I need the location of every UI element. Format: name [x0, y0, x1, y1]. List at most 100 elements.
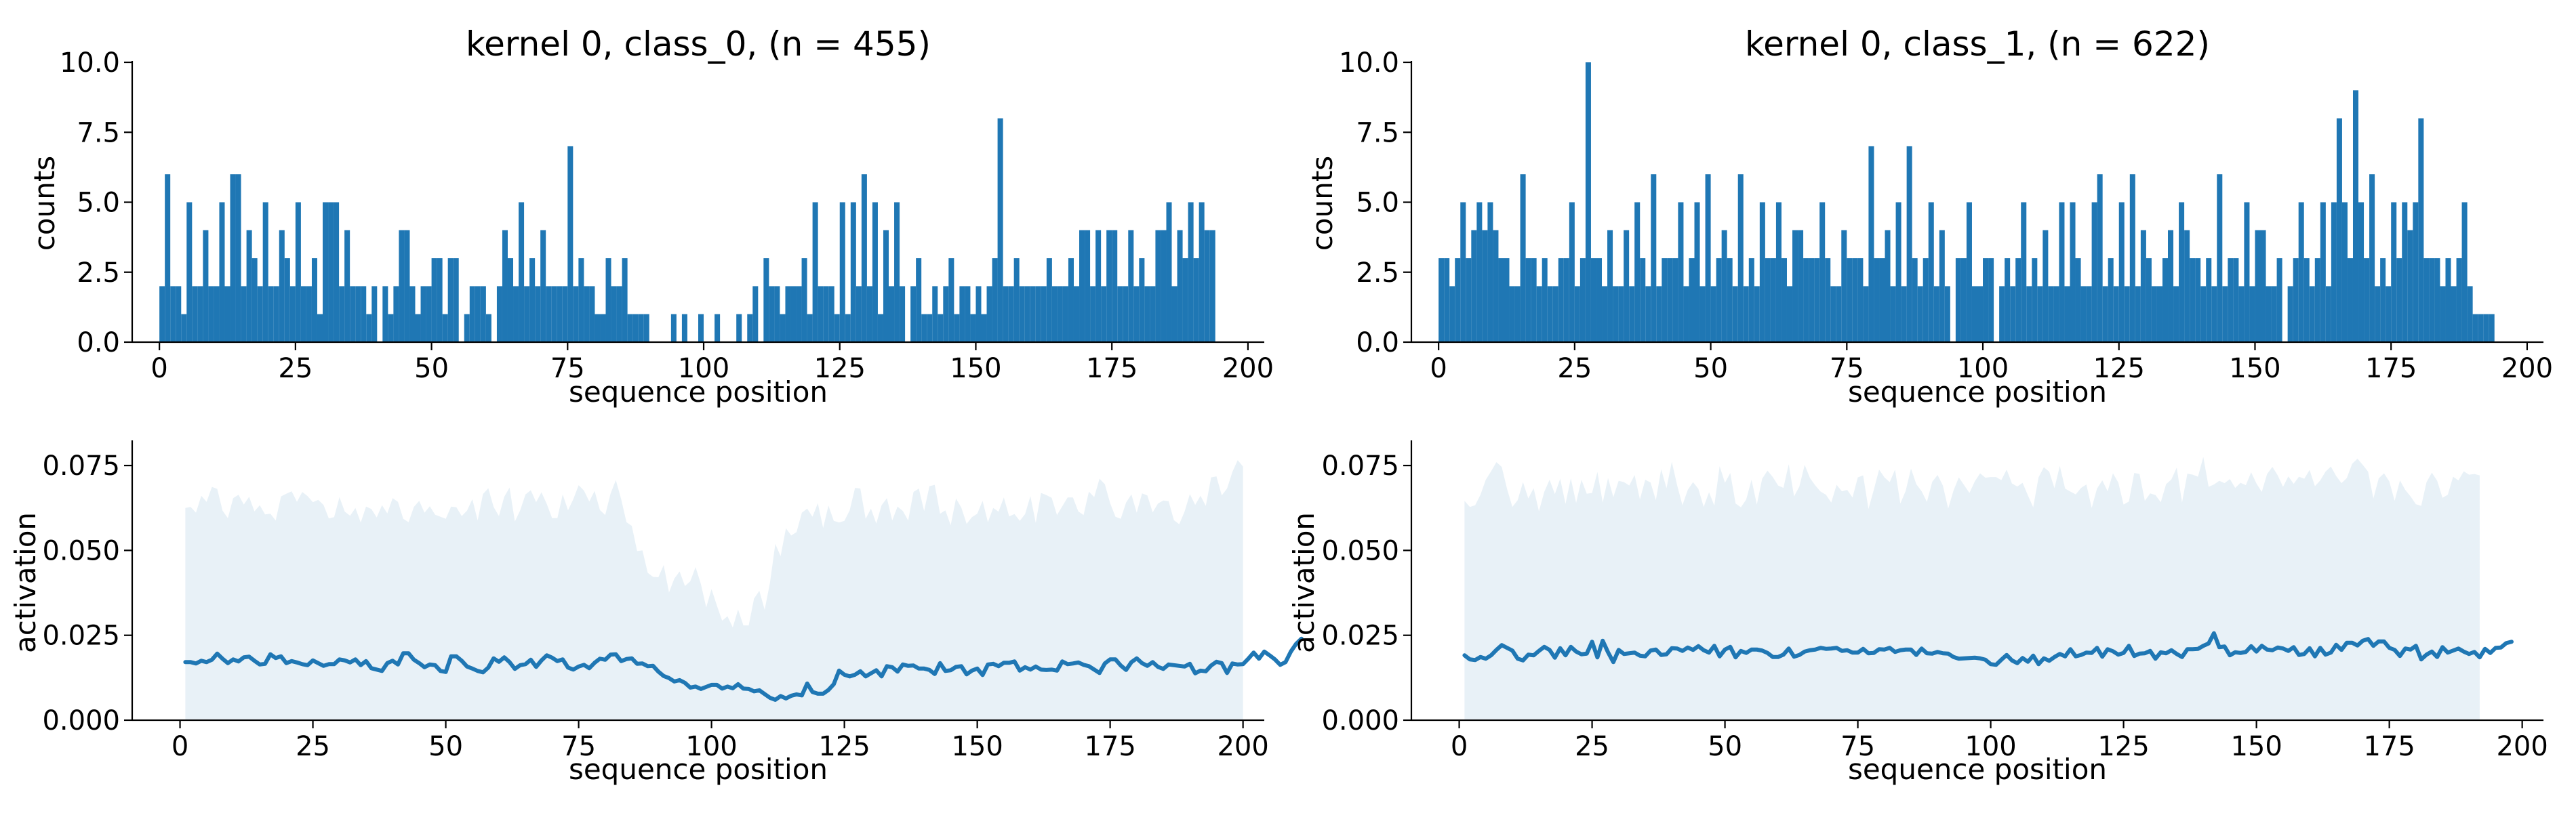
histogram-class-0-bar	[916, 258, 922, 342]
histogram-class-1-bar	[1944, 286, 1950, 342]
histogram-class-0-bar	[850, 202, 856, 342]
histogram-class-0-bar	[355, 286, 361, 342]
activation-class-0-ytick-label: 0.050	[42, 535, 120, 566]
histogram-class-1-bar	[1482, 230, 1488, 342]
histogram-class-1-bar	[2015, 258, 2021, 342]
histogram-class-0-bar	[289, 286, 296, 342]
histogram-class-0-bar	[415, 314, 421, 342]
histogram-class-0-bar	[328, 202, 334, 342]
histogram-class-1-bar	[2140, 230, 2146, 342]
histogram-class-1-bar	[1798, 230, 1804, 342]
histogram-class-1-bar	[2391, 202, 2397, 342]
histogram-class-1-bar	[1917, 286, 1923, 342]
histogram-class-1-bar	[1536, 286, 1542, 342]
histogram-class-0-bar	[300, 286, 306, 342]
activation-class-1-xtick-label: 100	[1965, 731, 2016, 762]
histogram-class-1-bar	[1563, 258, 1569, 342]
histogram-class-1-bar	[2429, 258, 2435, 342]
histogram-class-1-bar	[2396, 258, 2402, 342]
histogram-class-1-bar	[1455, 258, 1461, 342]
histogram-class-1-bar	[1547, 286, 1553, 342]
histogram-class-0-bar	[622, 258, 628, 342]
histogram-class-1-bar	[2341, 202, 2348, 342]
histogram-class-1-bar	[2233, 258, 2239, 342]
histogram-class-1-bar	[1786, 286, 1793, 342]
histogram-class-0-bar	[268, 286, 274, 342]
histogram-class-0-bar	[284, 258, 290, 342]
histogram-class-0-bar	[1046, 258, 1052, 342]
histogram-class-0-bar	[861, 174, 867, 342]
histogram-class-1-bar	[1438, 258, 1445, 342]
histogram-class-0-bar	[181, 314, 187, 342]
histogram-class-1-bar	[1847, 258, 1853, 342]
histogram-class-1-bar	[1542, 258, 1548, 342]
histogram-class-0-bar	[801, 258, 807, 342]
histogram-class-0-bar	[437, 258, 443, 342]
histogram-class-0-bar	[1068, 258, 1074, 342]
histogram-class-1-bar	[1830, 286, 1836, 342]
histogram-class-0-xtick-label: 0	[150, 353, 167, 384]
histogram-class-1-bar	[1819, 202, 1826, 342]
histogram-class-1-bar	[1879, 258, 1885, 342]
histogram-class-1-bar	[2386, 286, 2392, 342]
histogram-class-0-title: kernel 0, class_0, (n = 455)	[466, 24, 931, 64]
histogram-class-1-bar	[1667, 258, 1673, 342]
activation-class-1-plot	[1462, 457, 2514, 720]
histogram-class-0-bar	[524, 286, 530, 342]
histogram-class-1-bar	[2026, 286, 2032, 342]
histogram-class-0-bar	[1079, 230, 1085, 342]
histogram-class-0-bar	[323, 202, 329, 342]
histogram-class-1-bar	[1656, 286, 1662, 342]
histogram-class-1-bar	[2037, 286, 2043, 342]
histogram-class-0-bar	[317, 314, 323, 342]
histogram-class-0-xtick-label: 150	[950, 353, 1001, 384]
histogram-class-1-bar	[1933, 286, 1939, 342]
histogram-class-0-bar	[981, 314, 987, 342]
histogram-class-0-bar	[589, 286, 595, 342]
histogram-class-0-bar	[834, 314, 840, 342]
histogram-class-0-bar	[306, 286, 312, 342]
histogram-class-0-bar	[431, 258, 437, 342]
histogram-class-0-bar	[954, 314, 960, 342]
histogram-class-0-bar	[1019, 286, 1025, 342]
histogram-class-0-bar	[502, 230, 508, 342]
histogram-class-1-bar	[2053, 286, 2059, 342]
histogram-class-0-bar	[382, 286, 388, 342]
activation-class-0-mean-line	[183, 636, 1304, 702]
histogram-class-0-bar	[1035, 286, 1041, 342]
histogram-class-1-bar	[2228, 258, 2234, 342]
histogram-class-0-ytick-label: 2.5	[77, 257, 120, 289]
histogram-class-1-bar	[1885, 230, 1891, 342]
histogram-class-0-xtick-label: 50	[414, 353, 449, 384]
histogram-class-0-bar	[426, 286, 432, 342]
histogram-class-1-bar	[1841, 230, 1847, 342]
histogram-class-0-bar	[1133, 286, 1140, 342]
histogram-class-1-bar	[2266, 286, 2272, 342]
histogram-class-0-bar	[1057, 286, 1063, 342]
histogram-class-1-bar	[2135, 286, 2141, 342]
histogram-class-1-bar	[2456, 258, 2462, 342]
histogram-class-0-bar	[230, 174, 236, 342]
histogram-class-0-bar	[224, 286, 230, 342]
histogram-class-1-bar	[1476, 202, 1483, 342]
histogram-class-0-bar	[1204, 230, 1210, 342]
histogram-class-1-bar	[2244, 202, 2250, 342]
histogram-class-1-bars	[1438, 62, 2495, 343]
histogram-class-1-bar	[1803, 258, 1809, 342]
histogram-class-1-bar	[2336, 118, 2342, 342]
histogram-class-1-bar	[2184, 230, 2190, 342]
histogram-class-1-bar	[1770, 258, 1776, 342]
histogram-class-0-bar	[1139, 258, 1145, 342]
histogram-class-1-bar	[2303, 258, 2310, 342]
histogram-class-0-ytick-label: 7.5	[77, 117, 120, 148]
histogram-class-1-bar	[2320, 202, 2326, 342]
histogram-class-0-bar	[371, 286, 378, 342]
histogram-class-1-bar	[1825, 258, 1831, 342]
histogram-class-0-bar	[796, 286, 802, 342]
histogram-class-0-bar	[557, 286, 563, 342]
histogram-class-0-bar	[578, 258, 584, 342]
histogram-class-0-bar	[361, 286, 367, 342]
histogram-class-0-bar	[251, 258, 258, 342]
histogram-class-0-bar	[203, 230, 209, 342]
histogram-class-0-bar	[192, 286, 198, 342]
